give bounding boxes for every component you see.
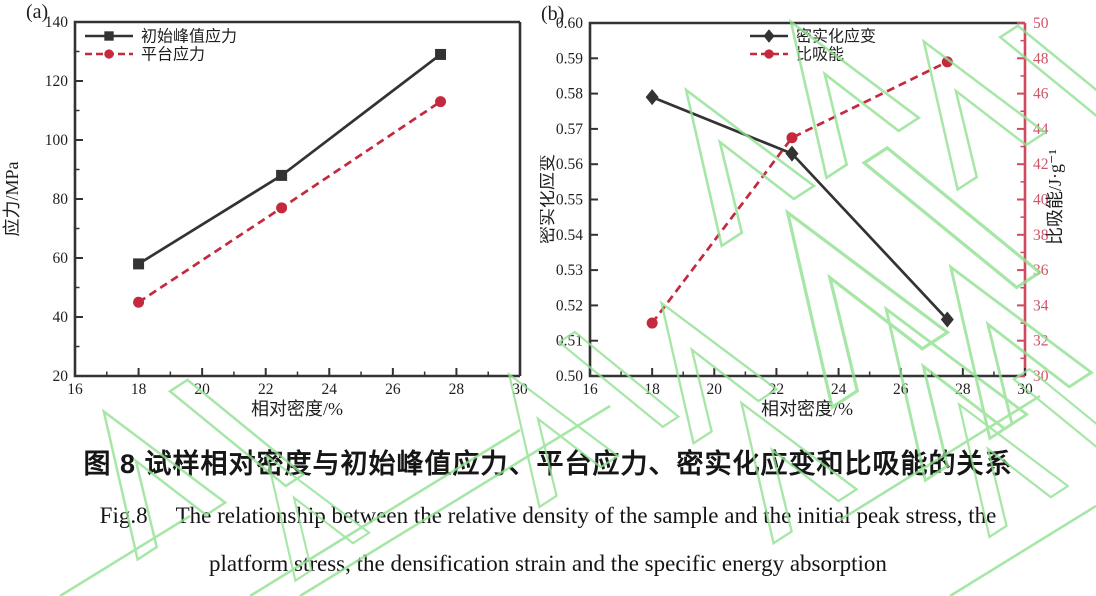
series-line [137, 100, 442, 304]
data-point-square [276, 169, 288, 181]
axes: 16 18 20 22 24 26 28 30 0.50 0.51 0.52 0.53 0.54 0.55… [556, 15, 1049, 398]
y-tick-label: 20 [53, 368, 69, 385]
x-axis-title: 相对密度/% [251, 399, 343, 419]
y-tick-label: 60 [53, 250, 69, 267]
y-tick-label: 0.56 [556, 156, 583, 173]
right-y-tick-label: 44 [1033, 121, 1049, 138]
x-tick-label: 24 [322, 381, 338, 398]
data-point-square [435, 48, 447, 60]
legend-label: 平台应力 [141, 45, 205, 64]
y-tick-label: 0.59 [556, 50, 583, 67]
data-point-circle [646, 317, 658, 329]
right-y-tick-label: 32 [1033, 333, 1049, 350]
y-tick-label: 120 [45, 73, 69, 90]
x-tick-label: 18 [644, 381, 660, 398]
right-y-tick-label: 50 [1033, 15, 1049, 32]
data-point-circle [435, 96, 447, 108]
chart-panel-a: 16 18 20 22 24 26 28 30 20 40 60 80 100 120 140 初始峰值应力平… [2, 1, 528, 419]
y-tick-label: 40 [53, 309, 69, 326]
panel-label: (b) [541, 3, 564, 25]
series-line [651, 60, 948, 324]
y-tick-label: 100 [45, 132, 69, 149]
y-tick-label: 0.50 [556, 368, 583, 385]
series-secondary [133, 96, 447, 308]
data-point-circle [941, 56, 953, 68]
legend-label: 初始峰值应力 [141, 27, 237, 46]
x-tick-label: 30 [512, 381, 528, 398]
data-point-diamond [645, 89, 659, 106]
series-line [137, 53, 442, 266]
x-tick-label: 26 [385, 381, 401, 398]
y-tick-label: 0.60 [556, 15, 583, 32]
legend-label: 比吸能 [796, 46, 844, 64]
right-y-tick-label: 46 [1033, 86, 1049, 103]
series-primary [133, 48, 447, 270]
right-y-axis-title: 比吸能/J·g⁻¹ [1045, 149, 1065, 245]
caption-english-text1: The relationship between the relative de… [175, 503, 997, 528]
right-y-tick-label: 48 [1033, 50, 1049, 67]
y-tick-label: 0.52 [556, 297, 583, 314]
caption-english-line2: platform stress, the densification strai… [209, 551, 887, 576]
x-tick-label: 26 [893, 381, 909, 398]
series-primary [645, 89, 954, 328]
data-point-diamond [763, 29, 775, 43]
x-tick-label: 24 [831, 381, 847, 398]
series-secondary [646, 56, 953, 329]
x-tick-label: 28 [955, 381, 971, 398]
right-y-tick-label: 30 [1033, 368, 1049, 385]
right-y-tick-label: 34 [1033, 297, 1049, 314]
y-tick-label: 0.58 [556, 86, 583, 103]
y-tick-label: 140 [45, 14, 69, 31]
x-tick-label: 16 [67, 381, 83, 398]
chart-panel-b: 16 18 20 22 24 26 28 30 0.50 0.51 0.52 0.53 0.54 0.55… [540, 3, 1065, 419]
data-point-circle [764, 49, 774, 59]
data-point-square [104, 31, 114, 41]
x-tick-label: 20 [194, 381, 210, 398]
y-tick-label: 0.54 [556, 227, 583, 244]
x-tick-label: 22 [258, 381, 274, 398]
caption-chinese: 图 8 试样相对密度与初始峰值应力、平台应力、密实化应变和比吸能的关系 [83, 449, 1013, 479]
y-axis-title: 密实化应变 [540, 154, 557, 244]
x-tick-label: 22 [769, 381, 785, 398]
y-tick-label: 0.51 [556, 333, 583, 350]
legend-label: 密实化应变 [796, 27, 876, 46]
x-axis-title: 相对密度/% [761, 399, 853, 419]
data-point-circle [786, 132, 798, 144]
x-tick-label: 18 [131, 381, 147, 398]
right-y-tick-label: 36 [1033, 262, 1049, 279]
y-tick-label: 80 [53, 191, 69, 208]
caption-english-line1: Fig.8 The relationship between the relati… [0, 503, 1096, 529]
data-point-circle [104, 49, 114, 59]
y-axis-title: 应力/MPa [2, 161, 22, 236]
caption-fig-number: Fig.8 [99, 503, 148, 528]
axis-frame [73, 20, 520, 378]
x-tick-label: 28 [449, 381, 465, 398]
data-point-circle [133, 296, 145, 308]
x-tick-label: 30 [1017, 381, 1033, 398]
x-tick-label: 20 [707, 381, 723, 398]
y-tick-label: 0.53 [556, 262, 583, 279]
y-tick-label: 0.55 [556, 192, 583, 209]
data-point-square [133, 258, 145, 270]
panel-label: (a) [26, 1, 48, 23]
y-tick-label: 0.57 [556, 121, 583, 138]
data-point-circle [276, 202, 288, 214]
x-tick-label: 16 [582, 381, 598, 398]
series-line [651, 95, 949, 321]
